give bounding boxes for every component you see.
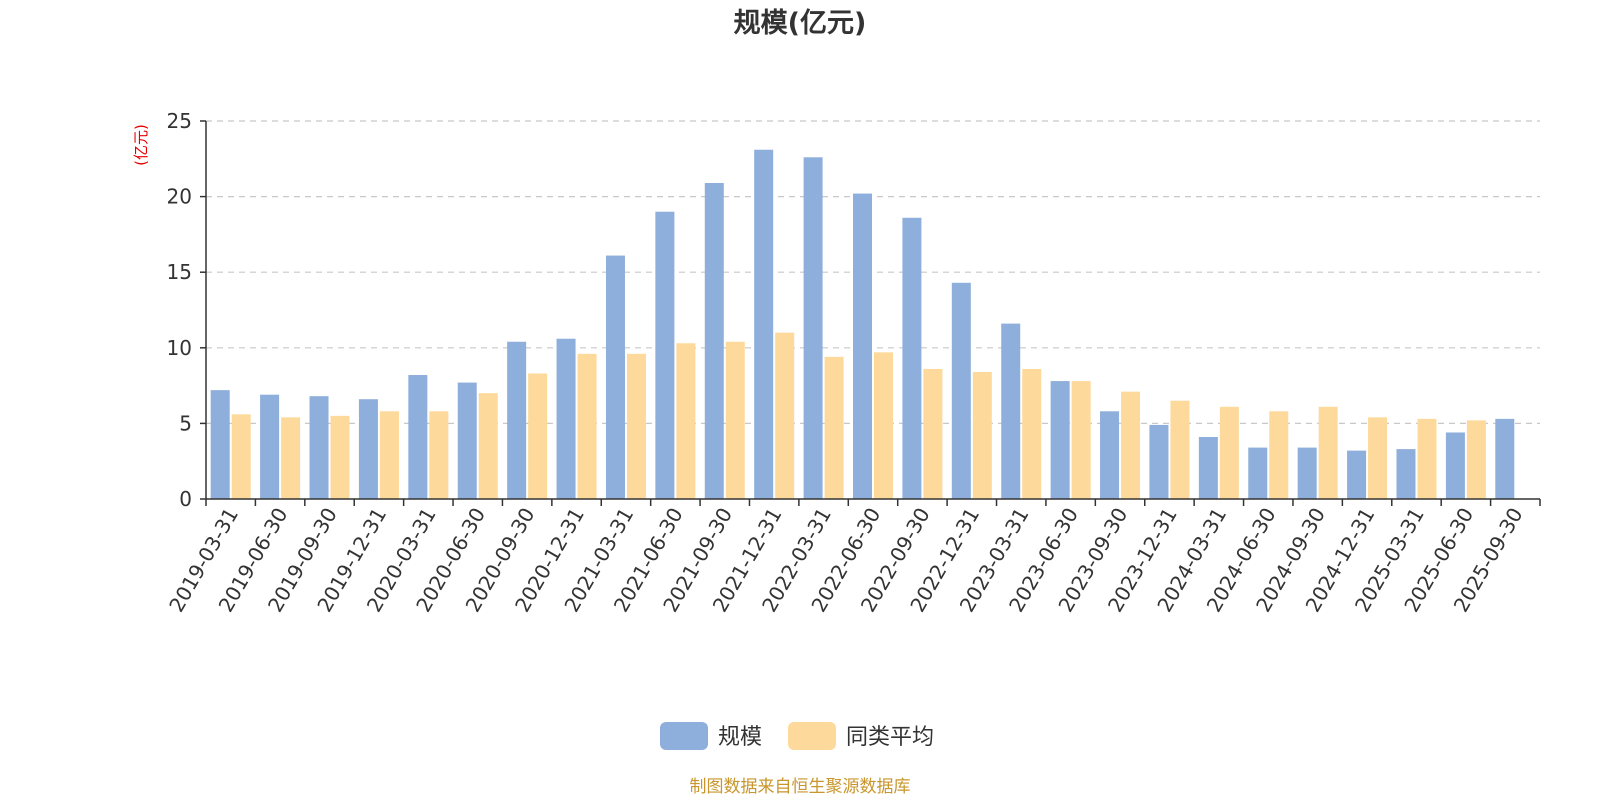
legend-swatch	[660, 722, 708, 750]
y-tick-label: 0	[179, 487, 192, 511]
legend-label: 规模	[718, 725, 762, 750]
bar-peer-average	[1219, 406, 1239, 499]
bar-scale	[1495, 418, 1515, 499]
bar-scale	[655, 211, 675, 499]
bar-peer-average	[972, 371, 992, 499]
bar-scale	[1248, 447, 1268, 499]
bar-scale	[853, 193, 872, 500]
bar-peer-average	[824, 356, 844, 499]
bar-peer-average	[281, 417, 301, 499]
bar-scale	[309, 396, 329, 499]
bar-peer-average	[1466, 420, 1486, 499]
bar-peer-average	[330, 415, 350, 499]
y-tick-label: 25	[167, 109, 192, 133]
legend: 规模 同类平均	[660, 722, 934, 750]
bar-scale	[358, 399, 378, 499]
axes: 05101520252019-03-312019-06-302019-09-30…	[164, 109, 1541, 616]
bar-scale	[902, 217, 922, 499]
y-axis-unit: (亿元)	[132, 124, 150, 166]
bar-scale	[556, 338, 576, 499]
bar-peer-average	[1269, 411, 1289, 499]
bar-scale	[408, 375, 428, 499]
bar-scale	[704, 182, 724, 499]
bar-peer-average	[1368, 417, 1388, 499]
bar-scale	[754, 149, 774, 499]
bar-peer-average	[1318, 406, 1338, 499]
bar-peer-average	[379, 411, 399, 499]
bar-peer-average	[429, 411, 449, 499]
bar-peer-average	[478, 393, 498, 499]
legend-swatch	[788, 722, 836, 750]
bar-peer-average	[1071, 381, 1091, 499]
bar-scale	[803, 157, 823, 499]
bar-scale	[1198, 437, 1218, 499]
bars	[210, 149, 1515, 500]
source-note: 制图数据来自恒生聚源数据库	[690, 777, 911, 797]
bar-scale	[1297, 447, 1317, 499]
bar-scale	[1347, 450, 1367, 499]
bar-scale	[507, 341, 527, 499]
chart-title: 规模(亿元)	[734, 8, 867, 39]
y-tick-label: 5	[179, 411, 192, 435]
bar-scale	[605, 255, 625, 499]
bar-scale	[1396, 449, 1416, 499]
grid-lines	[206, 120, 1540, 424]
bar-peer-average	[1417, 418, 1437, 499]
bar-peer-average	[577, 353, 597, 499]
y-tick-label: 20	[167, 185, 192, 209]
bar-peer-average	[1121, 391, 1141, 499]
bar-scale	[1149, 424, 1169, 499]
bar-peer-average	[775, 332, 795, 499]
bar-peer-average	[626, 353, 646, 499]
legend-label: 同类平均	[846, 725, 934, 750]
bar-scale	[951, 282, 971, 499]
bar-peer-average	[1022, 368, 1042, 499]
bar-scale	[260, 394, 280, 499]
bar-peer-average	[923, 368, 943, 499]
bar-peer-average	[231, 414, 251, 499]
y-tick-label: 15	[167, 260, 192, 284]
bar-scale	[1050, 381, 1070, 499]
bar-peer-average	[725, 341, 745, 499]
y-tick-label: 10	[167, 336, 192, 360]
bar-peer-average	[528, 373, 548, 499]
bar-peer-average	[874, 352, 893, 499]
bar-scale	[1445, 432, 1465, 499]
bar-scale	[1001, 323, 1021, 499]
bar-scale	[457, 382, 477, 499]
bar-peer-average	[1170, 400, 1190, 499]
bar-peer-average	[676, 343, 696, 499]
bar-scale	[1100, 411, 1120, 499]
bar-scale	[210, 390, 230, 499]
